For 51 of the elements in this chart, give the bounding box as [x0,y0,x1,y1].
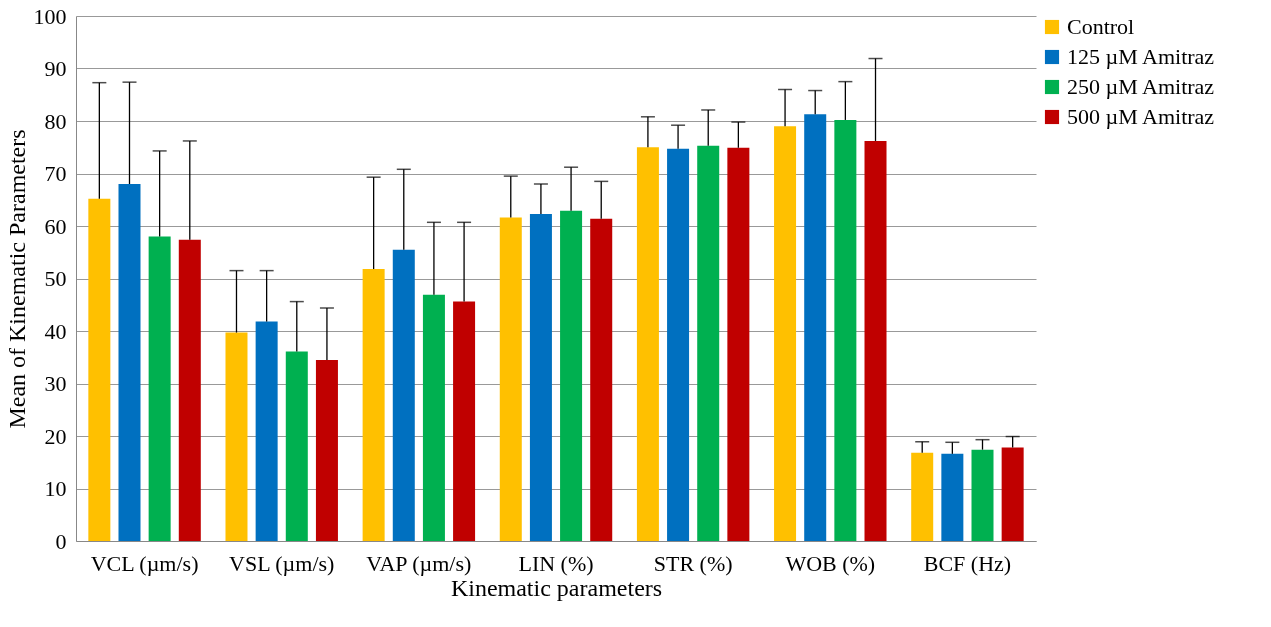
bar [178,239,201,541]
legend-label: 250 µM Amitraz [1067,74,1215,99]
y-tick-label: 0 [55,528,67,554]
legend-label: Control [1067,14,1135,39]
bar [774,126,797,541]
bar [667,148,690,541]
y-tick-label: 50 [44,266,67,291]
bar [636,147,659,541]
y-tick-label: 90 [44,56,67,81]
x-tick-label: VCL (µm/s) [90,550,199,576]
y-tick-label: 60 [44,213,67,239]
bar [697,145,720,541]
bar [362,269,385,541]
x-tick-label: VAP (µm/s) [366,550,472,576]
bar [148,236,171,541]
y-tick-label: 80 [44,108,67,134]
x-tick-label: WOB (%) [785,550,876,576]
x-tick-label: LIN (%) [518,550,594,576]
bar [118,184,141,541]
x-tick-label: BCF (Hz) [923,550,1012,576]
bar [88,198,111,541]
bar [315,359,338,541]
bar [285,351,308,541]
bar [911,452,934,541]
bar [971,449,994,541]
bar [529,213,552,541]
y-tick-label: 40 [44,318,67,344]
bar [453,301,476,541]
bar [560,210,583,541]
y-tick-label: 20 [44,423,67,449]
bar [590,218,613,541]
bar [941,453,964,541]
x-tick-label: STR (%) [653,550,733,576]
y-tick-label: 30 [44,371,67,396]
legend-label: 125 µM Amitraz [1067,44,1215,69]
bar [255,321,278,541]
bar [499,217,522,541]
bar [1001,447,1024,541]
y-axis-title: Mean of Kinematic Parameters [3,129,30,429]
bar [225,332,248,541]
bar [392,249,415,541]
x-tick-label: VSL (µm/s) [229,550,335,576]
bar [864,140,887,541]
bar [804,114,827,541]
bar [727,147,750,541]
bar [422,294,445,541]
bar [834,119,857,541]
y-tick-label: 10 [44,476,67,501]
y-tick-label: 100 [33,3,67,29]
legend-label: 500 µM Amitraz [1067,104,1215,129]
y-tick-label: 70 [44,161,67,186]
